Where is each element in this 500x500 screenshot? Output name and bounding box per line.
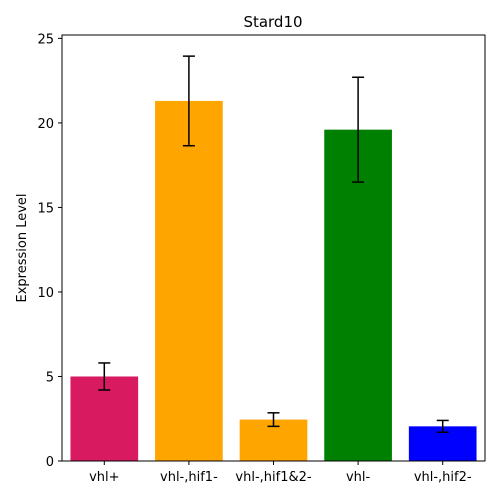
y-tick-label: 10 [37, 286, 54, 301]
plot-frame [61, 34, 486, 462]
bar [155, 100, 223, 461]
y-tick-label: 20 [37, 117, 54, 132]
y-tick-label: 15 [37, 201, 54, 216]
x-tick-label: vhl+ [89, 470, 119, 485]
plot-area: vhl+ vhl-,hif1- vhl-,hif1&2- vhl-vhl-,hif2-… [37, 32, 486, 485]
chart-title: Stard10 [243, 13, 302, 31]
x-tick-label: vhl-,hif1- [160, 470, 218, 485]
y-tick-label: 0 [46, 455, 54, 470]
x-tick-label: vhl- [346, 470, 371, 485]
x-tick-label: vhl-,hif2- [414, 470, 472, 485]
y-tick-label: 25 [37, 32, 54, 47]
x-tick-label: vhl-,hif1&2- [235, 470, 311, 485]
bar [324, 129, 392, 461]
y-tick-label: 5 [46, 370, 54, 385]
y-axis-title: Expression Level [15, 193, 30, 302]
